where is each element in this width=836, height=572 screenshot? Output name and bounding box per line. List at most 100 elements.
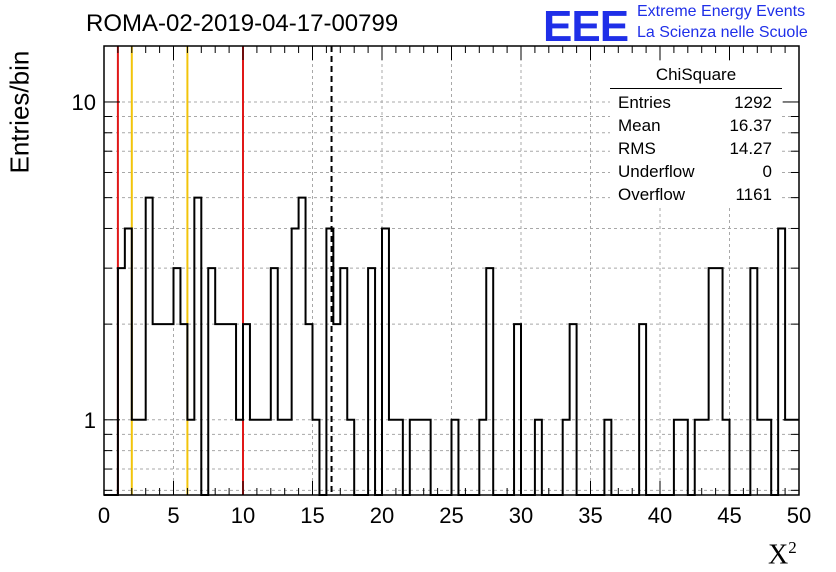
histogram-bin [194, 198, 201, 495]
brand-line-1: Extreme Energy Events [637, 3, 806, 20]
stats-value: 1292 [734, 93, 772, 112]
histogram-bin [271, 268, 278, 495]
histogram-bin [208, 268, 215, 495]
x-tick-label: 30 [509, 503, 533, 528]
histogram-bin [723, 420, 730, 495]
histogram-outline [104, 196, 799, 496]
histogram-bin [417, 420, 424, 495]
histogram-bin [174, 268, 181, 495]
x-tick-label: 10 [231, 503, 255, 528]
histogram-bin [347, 420, 354, 495]
y-axis-label: Entries/bin [4, 50, 35, 174]
histogram-bin [750, 268, 757, 495]
histogram-bin [160, 324, 167, 495]
stats-row: Entries 1292 [618, 92, 772, 114]
histogram-bin [368, 268, 375, 495]
histogram-bin [132, 420, 139, 495]
histogram-bin [709, 268, 716, 495]
stats-value: 0 [762, 162, 772, 181]
histogram-bin [674, 420, 681, 495]
stats-key: Entries [618, 93, 671, 112]
histogram-bin [236, 420, 243, 495]
histogram-bin [514, 324, 521, 495]
histogram-bin [452, 420, 459, 495]
histogram-bin [250, 420, 257, 495]
stats-key: Mean [618, 116, 661, 135]
histogram-bin [486, 268, 493, 495]
histogram-bin [785, 420, 792, 495]
histogram-bin [778, 228, 785, 495]
histogram-bin [257, 420, 264, 495]
histogram-bin [167, 324, 174, 495]
stats-row: Underflow 0 [618, 161, 772, 183]
histogram-bin [382, 228, 389, 495]
histogram-bin [340, 268, 347, 495]
histogram-bin [716, 268, 723, 495]
y-tick-label: 10 [72, 90, 96, 115]
x-tick-label: 50 [787, 503, 811, 528]
histogram-bin [222, 324, 229, 495]
histogram-bin [764, 420, 771, 495]
histogram-bin [479, 420, 486, 495]
histogram-bin [702, 420, 709, 495]
histogram-bin [299, 198, 306, 495]
histogram-bin [215, 324, 222, 495]
axes: 0 5 10 15 20 25 30 35 40 45 50 1 10 [72, 46, 811, 528]
histogram-bin [264, 420, 271, 495]
histogram-bin [285, 420, 292, 495]
stats-value: 16.37 [729, 116, 772, 135]
histogram-bin [333, 324, 340, 495]
x-tick-label: 45 [717, 503, 741, 528]
stats-value: 1161 [735, 185, 772, 204]
histogram-bars [104, 196, 799, 496]
histogram-bin [153, 324, 160, 495]
histogram-bin [424, 420, 431, 495]
histogram-bin [604, 420, 611, 495]
histogram-bin [410, 420, 417, 495]
histogram-bin [639, 324, 646, 495]
histogram-bin [389, 420, 396, 495]
histogram-bin [229, 324, 236, 495]
stats-row: Mean 16.37 [618, 115, 772, 137]
histogram-bin [535, 420, 542, 495]
chart-title: ROMA-02-2019-04-17-00799 [86, 10, 399, 37]
x-tick-label: 0 [98, 503, 110, 528]
stats-box: ChiSquare Entries 1292 Mean 16.37 RMS 14… [610, 64, 782, 205]
x-tick-label: 35 [578, 503, 602, 528]
histogram-bin [570, 324, 577, 495]
brand-line-2: La Scienza nelle Scuole [637, 24, 808, 41]
histogram-bin [695, 420, 702, 495]
histogram-bin [146, 198, 153, 495]
histogram-bin [757, 420, 764, 495]
histogram-bin [681, 420, 688, 495]
histogram-bin [180, 324, 187, 495]
histogram-bin [306, 324, 313, 495]
x-tick-label: 25 [439, 503, 463, 528]
stats-row: Overflow 1161 [618, 184, 772, 206]
histogram-bin [139, 420, 146, 495]
histogram-bin [792, 420, 799, 495]
stats-key: RMS [618, 139, 656, 158]
y-tick-label: 1 [84, 408, 96, 433]
stats-value: 14.27 [729, 139, 772, 158]
eee-logo: EEE [543, 2, 629, 51]
x-axis-label: X2 [768, 538, 797, 571]
histogram-bin [118, 268, 125, 495]
x-tick-label: 5 [167, 503, 179, 528]
stats-key: Underflow [618, 162, 695, 181]
histogram-bin [313, 420, 320, 495]
histogram-bin [292, 228, 299, 495]
grid [104, 46, 799, 495]
x-tick-label: 20 [370, 503, 394, 528]
x-tick-label: 15 [300, 503, 324, 528]
x-tick-label: 40 [648, 503, 672, 528]
histogram-bin [396, 420, 403, 495]
histogram-bin [243, 324, 250, 495]
histogram-bin [125, 228, 132, 495]
histogram-bin [278, 420, 285, 495]
histogram-bin [187, 420, 194, 495]
stats-key: Overflow [618, 185, 686, 204]
stats-title: ChiSquare [655, 65, 737, 84]
stats-row: RMS 14.27 [618, 138, 772, 160]
